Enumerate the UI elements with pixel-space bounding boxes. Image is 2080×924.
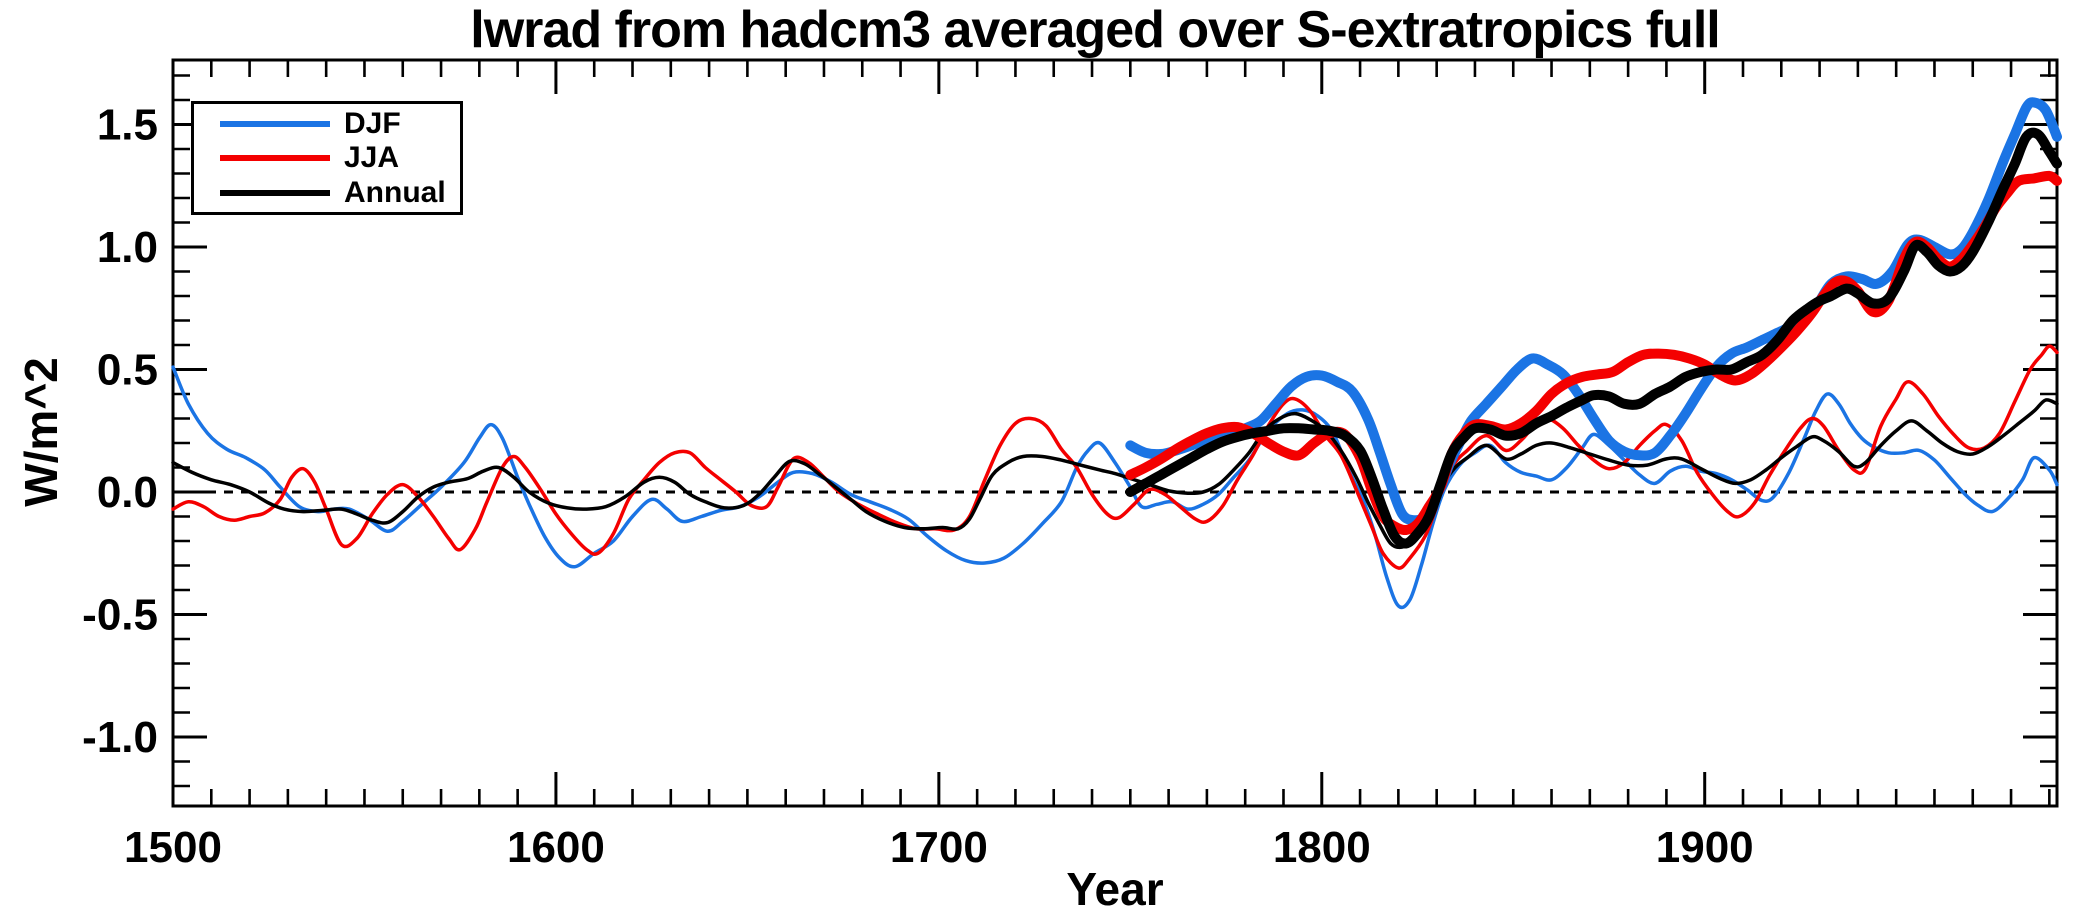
legend-item-jja: JJA [194,143,460,173]
axis-frame [171,58,2059,808]
x-axis-label: Year [1066,863,1164,915]
y-tick-label: -0.5 [82,591,158,640]
series-annual-thick-forced- [1125,127,2062,549]
legend-item-annual: Annual [194,175,460,209]
x-tick-label: 1600 [507,823,605,872]
legend-label-annual: Annual [344,175,446,209]
y-tick-label: 0.5 [97,346,158,395]
x-tick-label: 1500 [124,823,222,872]
annual-line-swatch [220,189,330,196]
y-tick-label: -1.0 [82,713,158,762]
chart-title: lwrad from hadcm3 averaged over S-extrat… [470,1,1720,59]
series-jja-thick-forced- [1125,170,2062,536]
x-tick-label: 1700 [890,823,988,872]
series-annual-thin-unforced- [171,398,2059,550]
djf-line-swatch [220,120,330,127]
legend-label-djf: DJF [344,106,401,140]
y-tick-label: 1.5 [97,101,158,150]
x-tick-label: 1800 [1273,823,1371,872]
y-tick-label: 0.0 [97,468,158,517]
series-djf-thick-forced- [1125,97,2062,526]
jja-line-swatch [220,155,330,161]
y-tick-label: 1.0 [97,223,158,272]
y-axis-label: W/m^2 [15,357,67,507]
series-djf-thin-unforced- [171,365,2059,610]
legend: DJF JJA Annual [191,101,463,215]
x-tick-label: 1900 [1656,823,1754,872]
legend-item-djf: DJF [194,106,460,140]
series-jja-thin-unforced- [171,344,2059,570]
legend-label-jja: JJA [344,141,400,174]
